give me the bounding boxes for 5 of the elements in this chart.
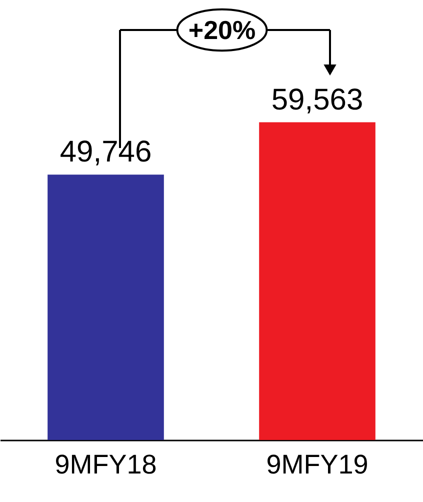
x-tick-label: 9MFY19 [266, 450, 368, 480]
text: +20% [188, 15, 256, 45]
data-label: 59,563 [271, 83, 364, 116]
data-label: 49,746 [60, 136, 152, 169]
x-tick-label: 9MFY18 [54, 450, 157, 480]
